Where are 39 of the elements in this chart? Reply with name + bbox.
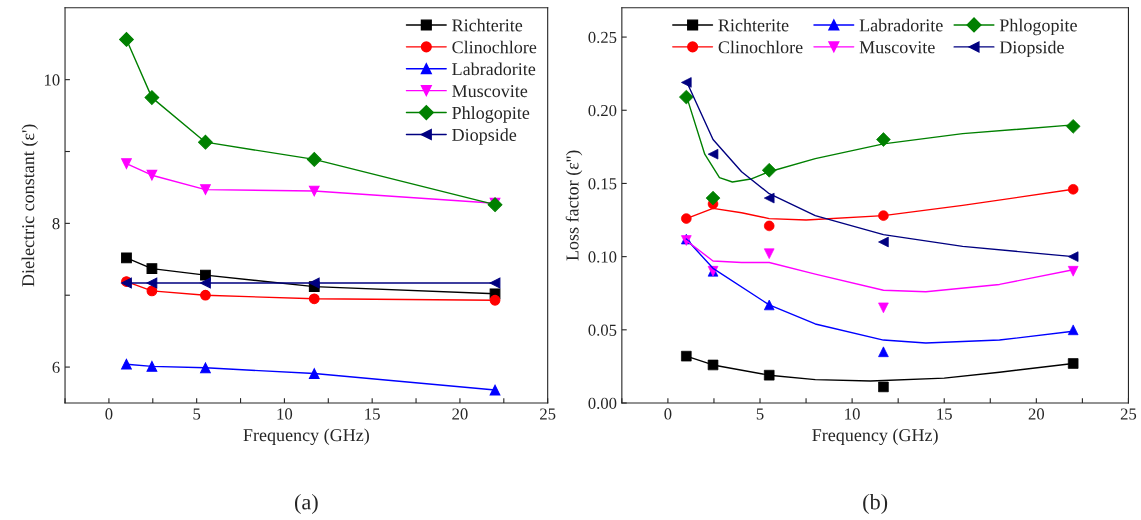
y-tick-label: 0.25 — [588, 31, 617, 44]
x-tick-label: 20 — [1028, 408, 1045, 420]
y-tick-label: 0.00 — [588, 397, 617, 410]
y-tick-label: 0.10 — [588, 251, 617, 263]
y-tick-label: 0.20 — [588, 104, 617, 117]
y-tick-label: 8 — [52, 218, 60, 230]
x-tick-label: 20 — [452, 408, 468, 420]
legend-label: Clinochlore — [718, 40, 803, 54]
legend-label: Labradorite — [859, 18, 943, 32]
x-tick-label: 15 — [937, 408, 952, 420]
y-tick-label: 10 — [44, 74, 60, 86]
x-tick-label: 0 — [664, 408, 672, 420]
legend-label: Diopside — [999, 40, 1064, 58]
text: (a) — [295, 493, 318, 515]
x-axis-title: Frequency (GHz) — [243, 428, 369, 445]
legend-label: Phlogopite — [999, 18, 1077, 36]
x-tick-label: 0 — [105, 408, 113, 420]
legend-label: Muscovite — [452, 85, 528, 98]
x-tick-label: 25 — [540, 408, 556, 420]
legend-label: Muscovite — [859, 41, 935, 54]
legend-label: Diopside — [452, 128, 517, 145]
y-axis-title: Loss factor (ε'') — [565, 150, 583, 261]
x-tick-label: 5 — [193, 408, 201, 420]
legend-label: Phlogopite — [452, 106, 530, 123]
legend-label: Richterite — [452, 18, 523, 32]
y-tick-label: 0.15 — [588, 178, 617, 190]
legend-label: Richterite — [718, 18, 789, 32]
text: (b) — [863, 493, 888, 515]
x-tick-label: 10 — [277, 408, 293, 420]
legend-label: Clinochlore — [452, 40, 537, 54]
legend-label: Labradorite — [452, 62, 536, 76]
x-tick-label: 25 — [1120, 408, 1137, 420]
x-axis-title: Frequency (GHz) — [812, 428, 938, 445]
y-axis-title: Dielectric constant (ε') — [21, 124, 38, 287]
x-tick-label: 5 — [756, 408, 764, 420]
y-tick-label: 0.05 — [588, 324, 617, 336]
x-tick-label: 10 — [845, 408, 860, 420]
x-tick-label: 15 — [365, 408, 380, 420]
y-tick-label: 6 — [52, 361, 60, 374]
